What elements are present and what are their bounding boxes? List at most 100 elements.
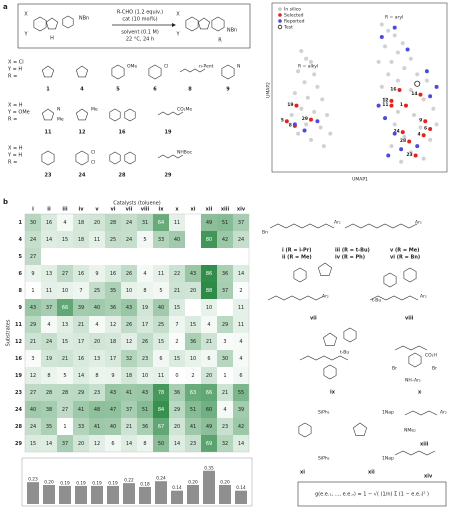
- fragment: CO₂H: [425, 353, 437, 359]
- cell-value: 26: [126, 271, 132, 277]
- cell-value: 38: [46, 407, 52, 413]
- cell-value: 26: [142, 339, 148, 345]
- cell-value: 20: [174, 424, 180, 430]
- point: [386, 28, 391, 33]
- cell-value: 37: [126, 407, 132, 413]
- point: [383, 44, 388, 49]
- heatmap-cell: [169, 265, 185, 282]
- cell-value: 84: [158, 407, 164, 413]
- heatmap-cell: [25, 214, 41, 231]
- ring: [148, 64, 162, 80]
- heatmap-cell: [201, 333, 217, 350]
- bar: [155, 481, 167, 504]
- point: [428, 127, 433, 131]
- point: [400, 41, 405, 46]
- cell-value: 7: [175, 322, 178, 328]
- ring: [75, 65, 89, 78]
- cell-value: 21: [78, 322, 84, 328]
- cell-value: 51: [222, 220, 228, 226]
- heatmap-cell: [89, 384, 105, 401]
- ring: [41, 65, 55, 78]
- cell-value: 19: [142, 305, 148, 311]
- cell-value: 10: [190, 356, 196, 362]
- heatmap-cell: [153, 265, 169, 282]
- heatmap-cell: [57, 282, 73, 299]
- heatmap-cell: [25, 248, 41, 265]
- heatmap-cell: [137, 316, 153, 333]
- cell-value: 20: [94, 220, 100, 226]
- reagent: 22 °C, 24 h: [126, 37, 154, 43]
- point: [392, 131, 397, 136]
- heatmap-cell: [25, 282, 41, 299]
- heatmap-cell: [57, 418, 73, 435]
- substituent: Y = H: [7, 67, 22, 73]
- row-label: 23: [15, 390, 22, 396]
- heatmap-cell: [233, 384, 249, 401]
- heatmap-cell: [137, 350, 153, 367]
- atom-label: X: [176, 12, 180, 18]
- ring: [293, 267, 307, 283]
- cell-value: 6: [207, 356, 210, 362]
- column-label: ix: [159, 207, 165, 213]
- point-label: 24: [393, 129, 399, 135]
- point: [308, 137, 313, 142]
- catalyst-label: ix: [330, 390, 336, 396]
- substituent: Y = H: [7, 153, 22, 159]
- point: [389, 103, 394, 108]
- heatmap-cell: [169, 333, 185, 350]
- heatmap-cell: [89, 299, 105, 316]
- catalyst-label: xii: [368, 470, 375, 476]
- point: [402, 134, 407, 139]
- cell-value: 43: [30, 305, 36, 311]
- ring: [111, 64, 125, 80]
- heatmap-cell: [41, 214, 57, 231]
- substrate-id: 5: [116, 87, 120, 93]
- point: [418, 92, 423, 97]
- cell-value: 2: [239, 288, 242, 294]
- point-label: 11: [382, 102, 388, 108]
- ring: [45, 17, 59, 30]
- cell-value: 36: [222, 271, 228, 277]
- legend-label: Test: [283, 25, 293, 31]
- point: [321, 144, 326, 149]
- heatmap-cell: [41, 333, 57, 350]
- fragment: N: [237, 64, 240, 70]
- cell-value: 51: [190, 407, 196, 413]
- substituent: R =: [8, 117, 17, 123]
- legend-marker: [278, 19, 282, 23]
- heatmap-cell: [137, 418, 153, 435]
- heatmap-cell: [217, 231, 233, 248]
- heatmap-cell: [137, 401, 153, 418]
- cell-value: 11: [174, 220, 180, 226]
- heatmap-cell: [41, 401, 57, 418]
- fragment: Cl: [91, 150, 95, 156]
- umap-frame: [271, 2, 448, 173]
- point: [408, 150, 413, 155]
- heatmap-cell: [233, 350, 249, 367]
- cell-value: 6: [239, 373, 242, 379]
- cell-value: 41: [94, 424, 100, 430]
- reagent: R-CHO (1.2 equiv.): [117, 10, 163, 16]
- bar: [171, 490, 183, 504]
- bar-value-label: 0.24: [156, 476, 166, 482]
- ring: [41, 150, 55, 166]
- heatmap-cell: [217, 282, 233, 299]
- bar-value-label: 0.35: [204, 465, 214, 471]
- cell-value: 7: [79, 288, 82, 294]
- heatmap-cell: [201, 401, 217, 418]
- heatmap-cell: [233, 333, 249, 350]
- fragment: Cl: [91, 160, 95, 166]
- heatmap-cell: [201, 265, 217, 282]
- legend-label: In silico: [284, 7, 301, 13]
- heatmap-cell: [153, 299, 169, 316]
- legend-marker: [277, 24, 283, 30]
- heatmap-cell: [105, 384, 121, 401]
- cell-value: 11: [94, 237, 100, 243]
- row-label: 24: [15, 407, 22, 413]
- heatmap-cell: [153, 214, 169, 231]
- heatmap-cell: [169, 367, 185, 384]
- heatmap-cell: [25, 401, 41, 418]
- column-label: v: [95, 207, 99, 213]
- bar-value-label: 0.14: [236, 485, 246, 491]
- fragment: NMe₂: [404, 428, 416, 434]
